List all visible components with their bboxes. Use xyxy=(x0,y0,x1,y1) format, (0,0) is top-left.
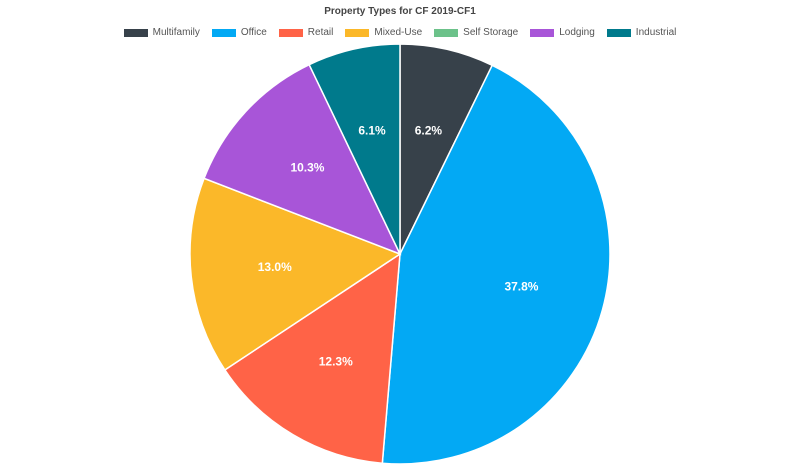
legend-item-self-storage[interactable]: Self Storage xyxy=(434,27,518,38)
legend-item-mixed-use[interactable]: Mixed-Use xyxy=(345,27,422,38)
slice-label-office: 37.8% xyxy=(504,280,538,294)
pie-slice-industrial[interactable] xyxy=(308,43,401,255)
slice-label-multifamily: 6.2% xyxy=(415,123,443,137)
slice-label-lodging: 10.3% xyxy=(290,161,324,175)
legend-label: Mixed-Use xyxy=(374,27,423,38)
legend-label: Lodging xyxy=(559,27,595,38)
legend-item-lodging[interactable]: Lodging xyxy=(530,27,595,38)
legend-item-office[interactable]: Office xyxy=(211,27,267,38)
legend-item-industrial[interactable]: Industrial xyxy=(606,27,677,38)
pie-slice-mixed-use[interactable] xyxy=(189,177,402,371)
legend-label: Industrial xyxy=(635,27,677,38)
legend-swatch xyxy=(345,28,370,37)
legend-label: Office xyxy=(240,27,267,38)
chart-title: Property Types for CF 2019-CF1 xyxy=(324,6,476,17)
legend-swatch xyxy=(434,28,459,37)
legend-swatch xyxy=(123,28,148,37)
legend-swatch xyxy=(530,28,555,37)
legend-label: Self Storage xyxy=(463,27,519,38)
legend-item-retail[interactable]: Retail xyxy=(278,27,334,38)
slice-label-industrial: 6.1% xyxy=(358,123,386,137)
pie-slice-office[interactable] xyxy=(381,64,611,465)
legend-swatch xyxy=(211,28,236,37)
legend-item-multifamily[interactable]: Multifamily xyxy=(123,27,200,38)
legend: Multifamily Office Retail Mixed-Use Self Sto… xyxy=(0,27,800,38)
slice-label-retail: 12.3% xyxy=(319,355,353,369)
slice-label-mixed-use: 13.0% xyxy=(258,260,292,274)
legend-label: Multifamily xyxy=(152,27,200,38)
legend-swatch xyxy=(278,28,303,37)
pie-slice-lodging[interactable] xyxy=(203,63,402,256)
pie-slice-retail[interactable] xyxy=(223,252,401,465)
legend-label: Retail xyxy=(307,27,334,38)
legend-swatch xyxy=(606,28,631,37)
